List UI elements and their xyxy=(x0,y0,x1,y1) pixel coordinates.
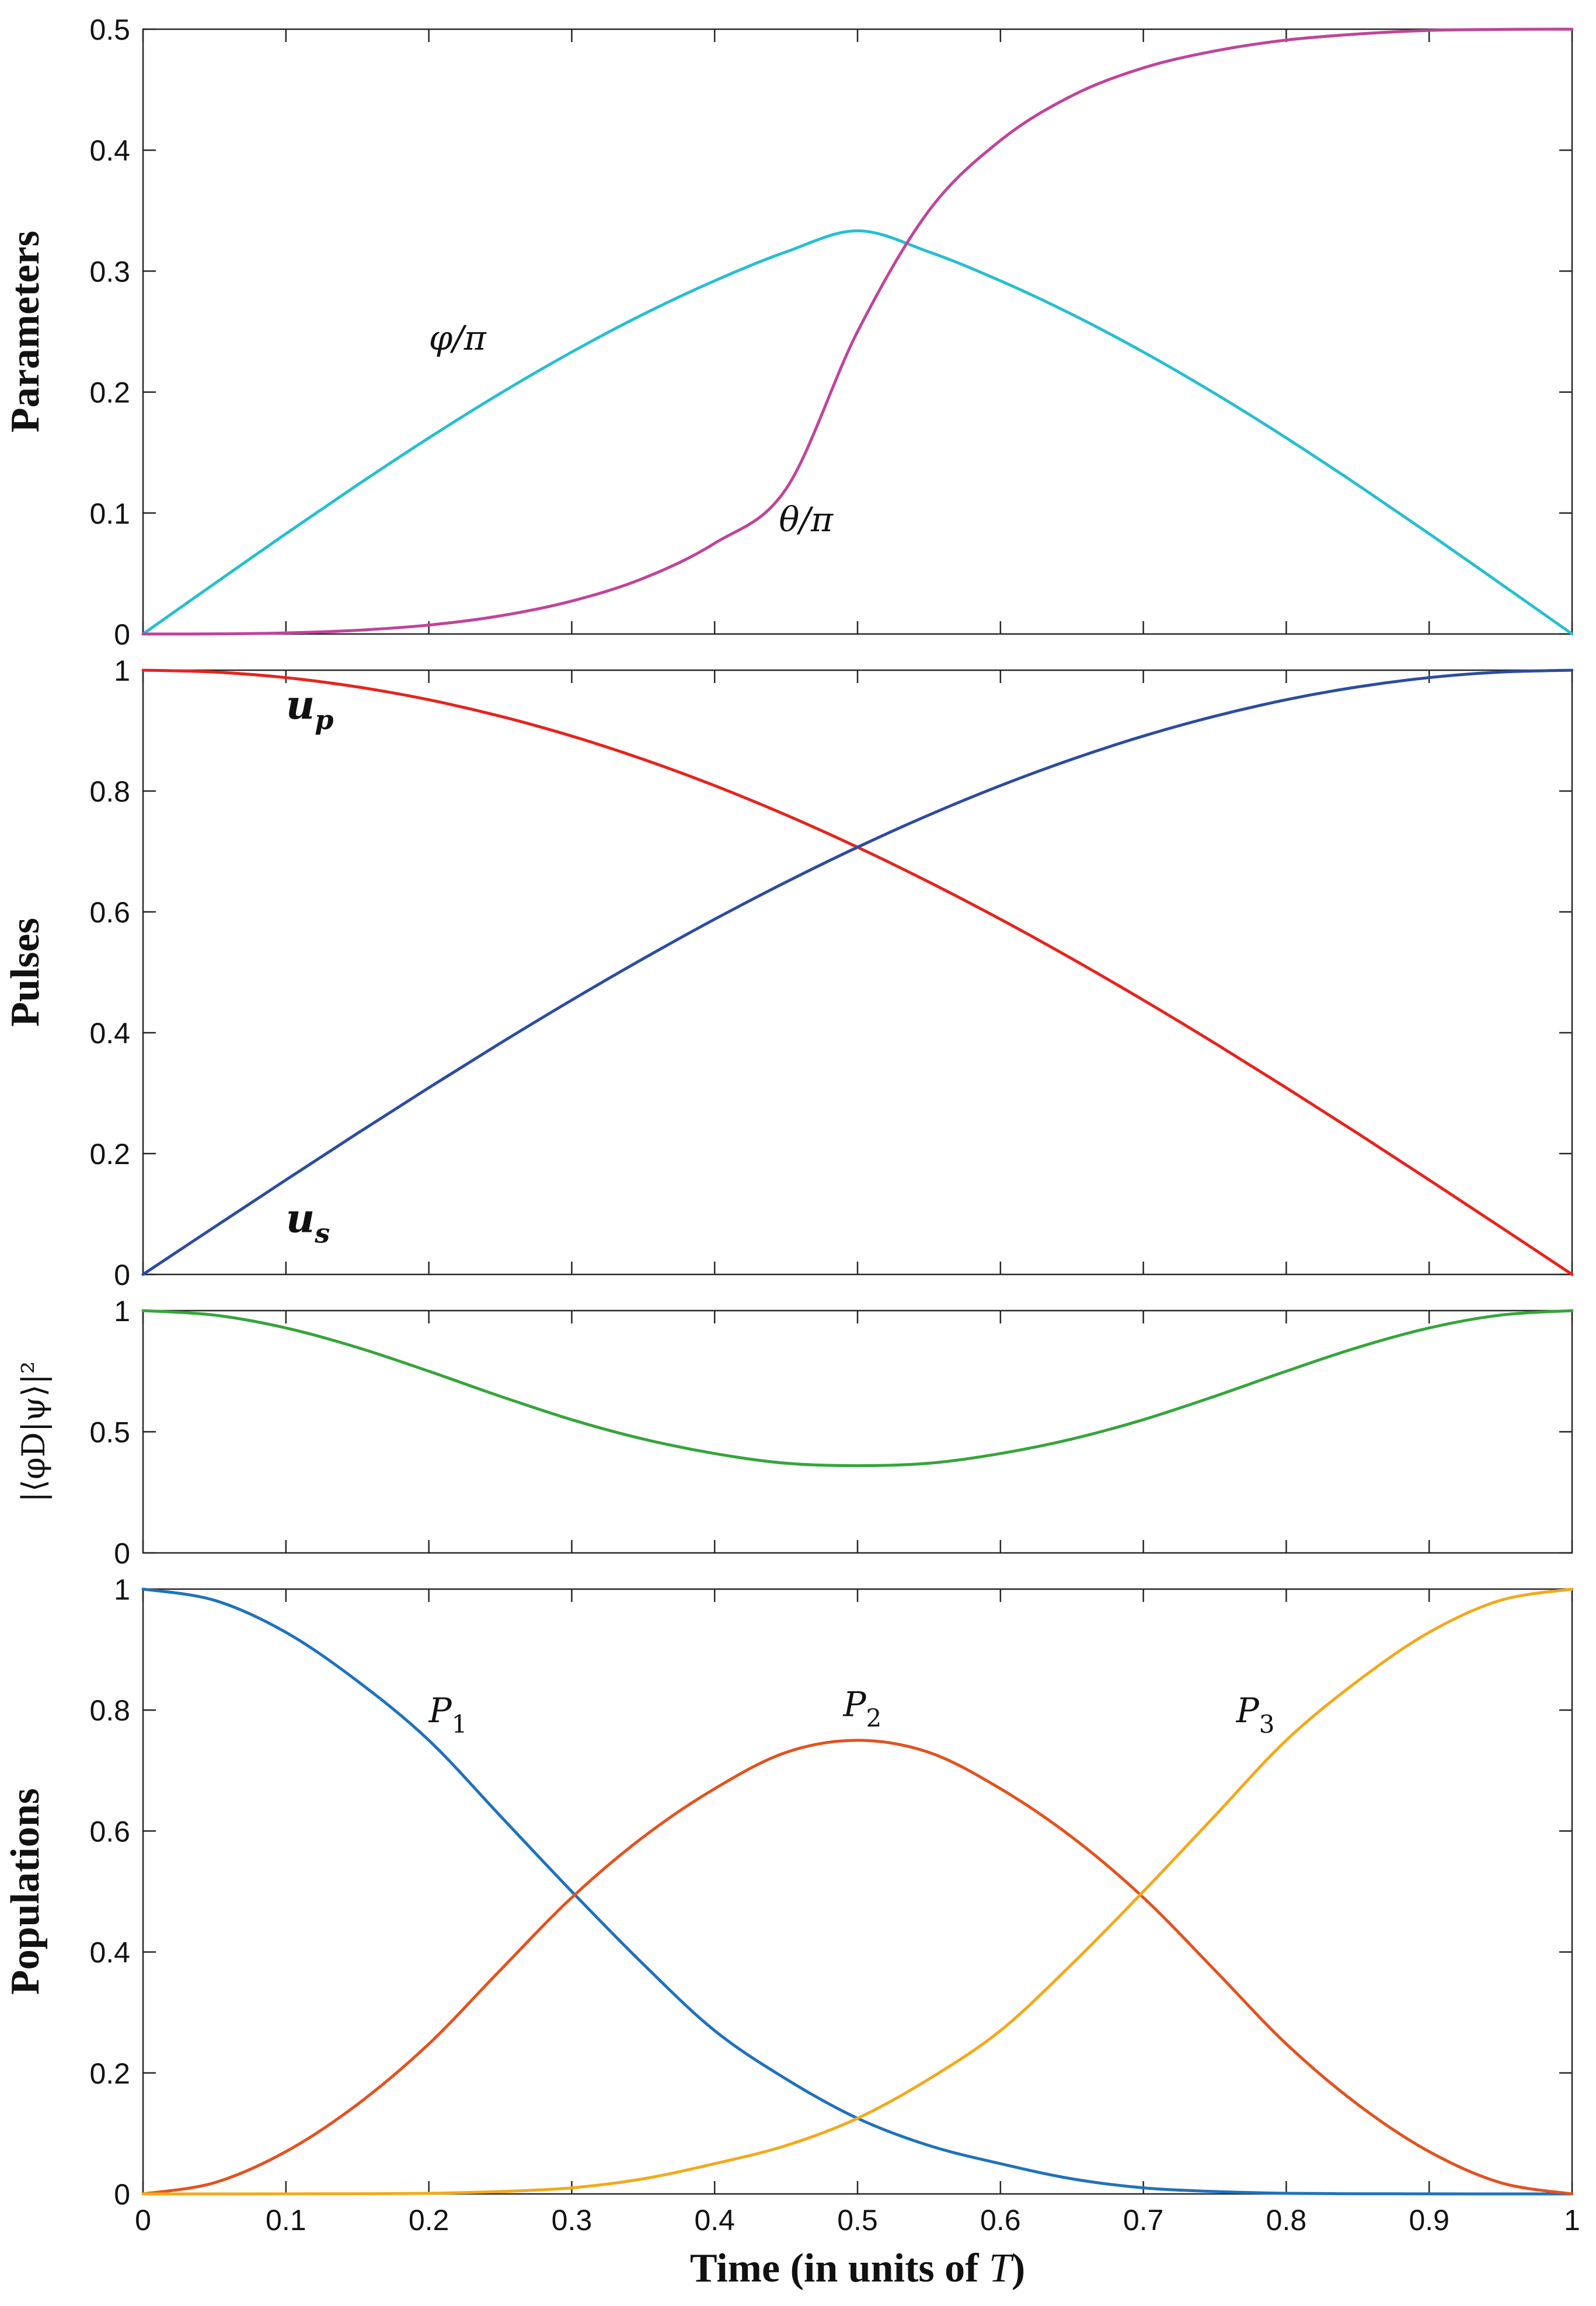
y-tick-label: 0 xyxy=(114,2178,130,2211)
x-tick-label: 0.9 xyxy=(1409,2204,1449,2237)
series-label-u_p: up xyxy=(286,682,334,736)
series-line-u_p xyxy=(141,668,1574,1276)
populations-panel: 0 0.1 0.2 0.3 0.4 0.5 0.6 0.7 0.8 0.9 1 0 0.2 0.4 0.6 0… xyxy=(3,1573,1580,2291)
series-line-θ/π xyxy=(141,27,1574,636)
y-tick-label: 0.2 xyxy=(89,377,130,409)
x-tick-label: 0.2 xyxy=(409,2204,449,2237)
series-label-text: P xyxy=(843,1685,867,1725)
y-tick-label: 1 xyxy=(114,654,130,687)
y-tick-label: 0.8 xyxy=(89,775,130,808)
series-label-text: u xyxy=(286,1196,315,1242)
x-axis-label-var: T xyxy=(989,2246,1015,2291)
y-tick-label: 0.3 xyxy=(89,255,130,288)
series-label-subscript: 3 xyxy=(1259,1710,1275,1739)
y-tick-label: 0.4 xyxy=(89,1017,130,1050)
x-tick-label: 0.5 xyxy=(837,2204,878,2237)
y-tick-label: 1 xyxy=(114,1573,130,1606)
x-tick-label: 0.3 xyxy=(552,2204,593,2237)
x-axis-label-end: ) xyxy=(1012,2246,1025,2291)
series-line-|⟨φD|ψ⟩|² xyxy=(141,1309,1574,1468)
x-tick-label: 0.7 xyxy=(1123,2204,1164,2237)
y-tick-label: 0.8 xyxy=(89,1694,130,1727)
series-label-u_s: us xyxy=(286,1196,330,1249)
y-axis-label: Pulses xyxy=(3,918,48,1027)
series-label-text: P xyxy=(1236,1691,1260,1730)
series-label-text: φ/π xyxy=(429,318,487,358)
series-line-P1 xyxy=(141,1587,1574,2196)
series-label-P2: P2 xyxy=(843,1685,882,1733)
x-tick-label: 0.1 xyxy=(266,2204,306,2237)
x-tick-label: 0.6 xyxy=(980,2204,1021,2237)
series-label-subscript: 2 xyxy=(866,1704,882,1733)
y-tick-label: 0.2 xyxy=(89,1138,130,1171)
y-tick-label: 0.4 xyxy=(89,1936,130,1969)
y-tick-label: 0.6 xyxy=(89,1815,130,1848)
y-tick-label: 0.2 xyxy=(89,2057,130,2090)
x-tick-label: 0 xyxy=(135,2204,151,2237)
series-label-subscript: p xyxy=(315,704,333,736)
series-line-P3 xyxy=(141,1587,1574,2196)
x-axis-label: Time (in units of T) xyxy=(690,2246,1025,2291)
series-line-φ/π xyxy=(141,229,1574,636)
y-tick-label: 0.5 xyxy=(89,13,130,46)
y-tick-label: 0 xyxy=(114,618,130,651)
series-label-text: u xyxy=(286,682,315,729)
y-tick-label: 0 xyxy=(114,1259,130,1291)
series-label-θ/π: θ/π xyxy=(779,500,833,539)
x-tick-label: 0.8 xyxy=(1266,2204,1307,2237)
y-axis-label: Populations xyxy=(3,1788,48,1995)
series-line-P2 xyxy=(141,1739,1574,2196)
series-label-subscript: 1 xyxy=(452,1710,468,1739)
series-label-φ/π: φ/π xyxy=(429,318,487,358)
y-tick-label: 0.4 xyxy=(89,134,130,167)
parameters-panel: 0 0.1 0.2 0.3 0.4 0.5 Parameters φ/π θ/π xyxy=(3,13,1574,651)
x-axis-label-text: Time (in units of xyxy=(690,2246,989,2291)
series-line-u_s xyxy=(141,668,1574,1276)
series-label-text: P xyxy=(428,1691,452,1730)
x-tick-label: 1 xyxy=(1564,2204,1580,2237)
series-label-text: θ/π xyxy=(779,500,833,539)
y-tick-label: 0.5 xyxy=(89,1416,130,1449)
y-axis-label: |⟨φD|ψ⟩|² xyxy=(15,1361,52,1503)
series-label-subscript: s xyxy=(314,1218,330,1249)
y-tick-label: 0.1 xyxy=(89,497,130,530)
y-tick-label: 0 xyxy=(114,1537,130,1570)
series-label-P3: P3 xyxy=(1236,1691,1275,1739)
fidelity-panel: 0 0.5 1 |⟨φD|ψ⟩|² xyxy=(15,1295,1574,1570)
series-label-P1: P1 xyxy=(428,1691,468,1739)
x-tick-label: 0.4 xyxy=(694,2204,735,2237)
axes-box xyxy=(142,669,1573,1276)
y-tick-label: 0.6 xyxy=(89,896,130,929)
y-axis-label: Parameters xyxy=(3,231,48,433)
y-tick-label: 1 xyxy=(114,1295,130,1328)
